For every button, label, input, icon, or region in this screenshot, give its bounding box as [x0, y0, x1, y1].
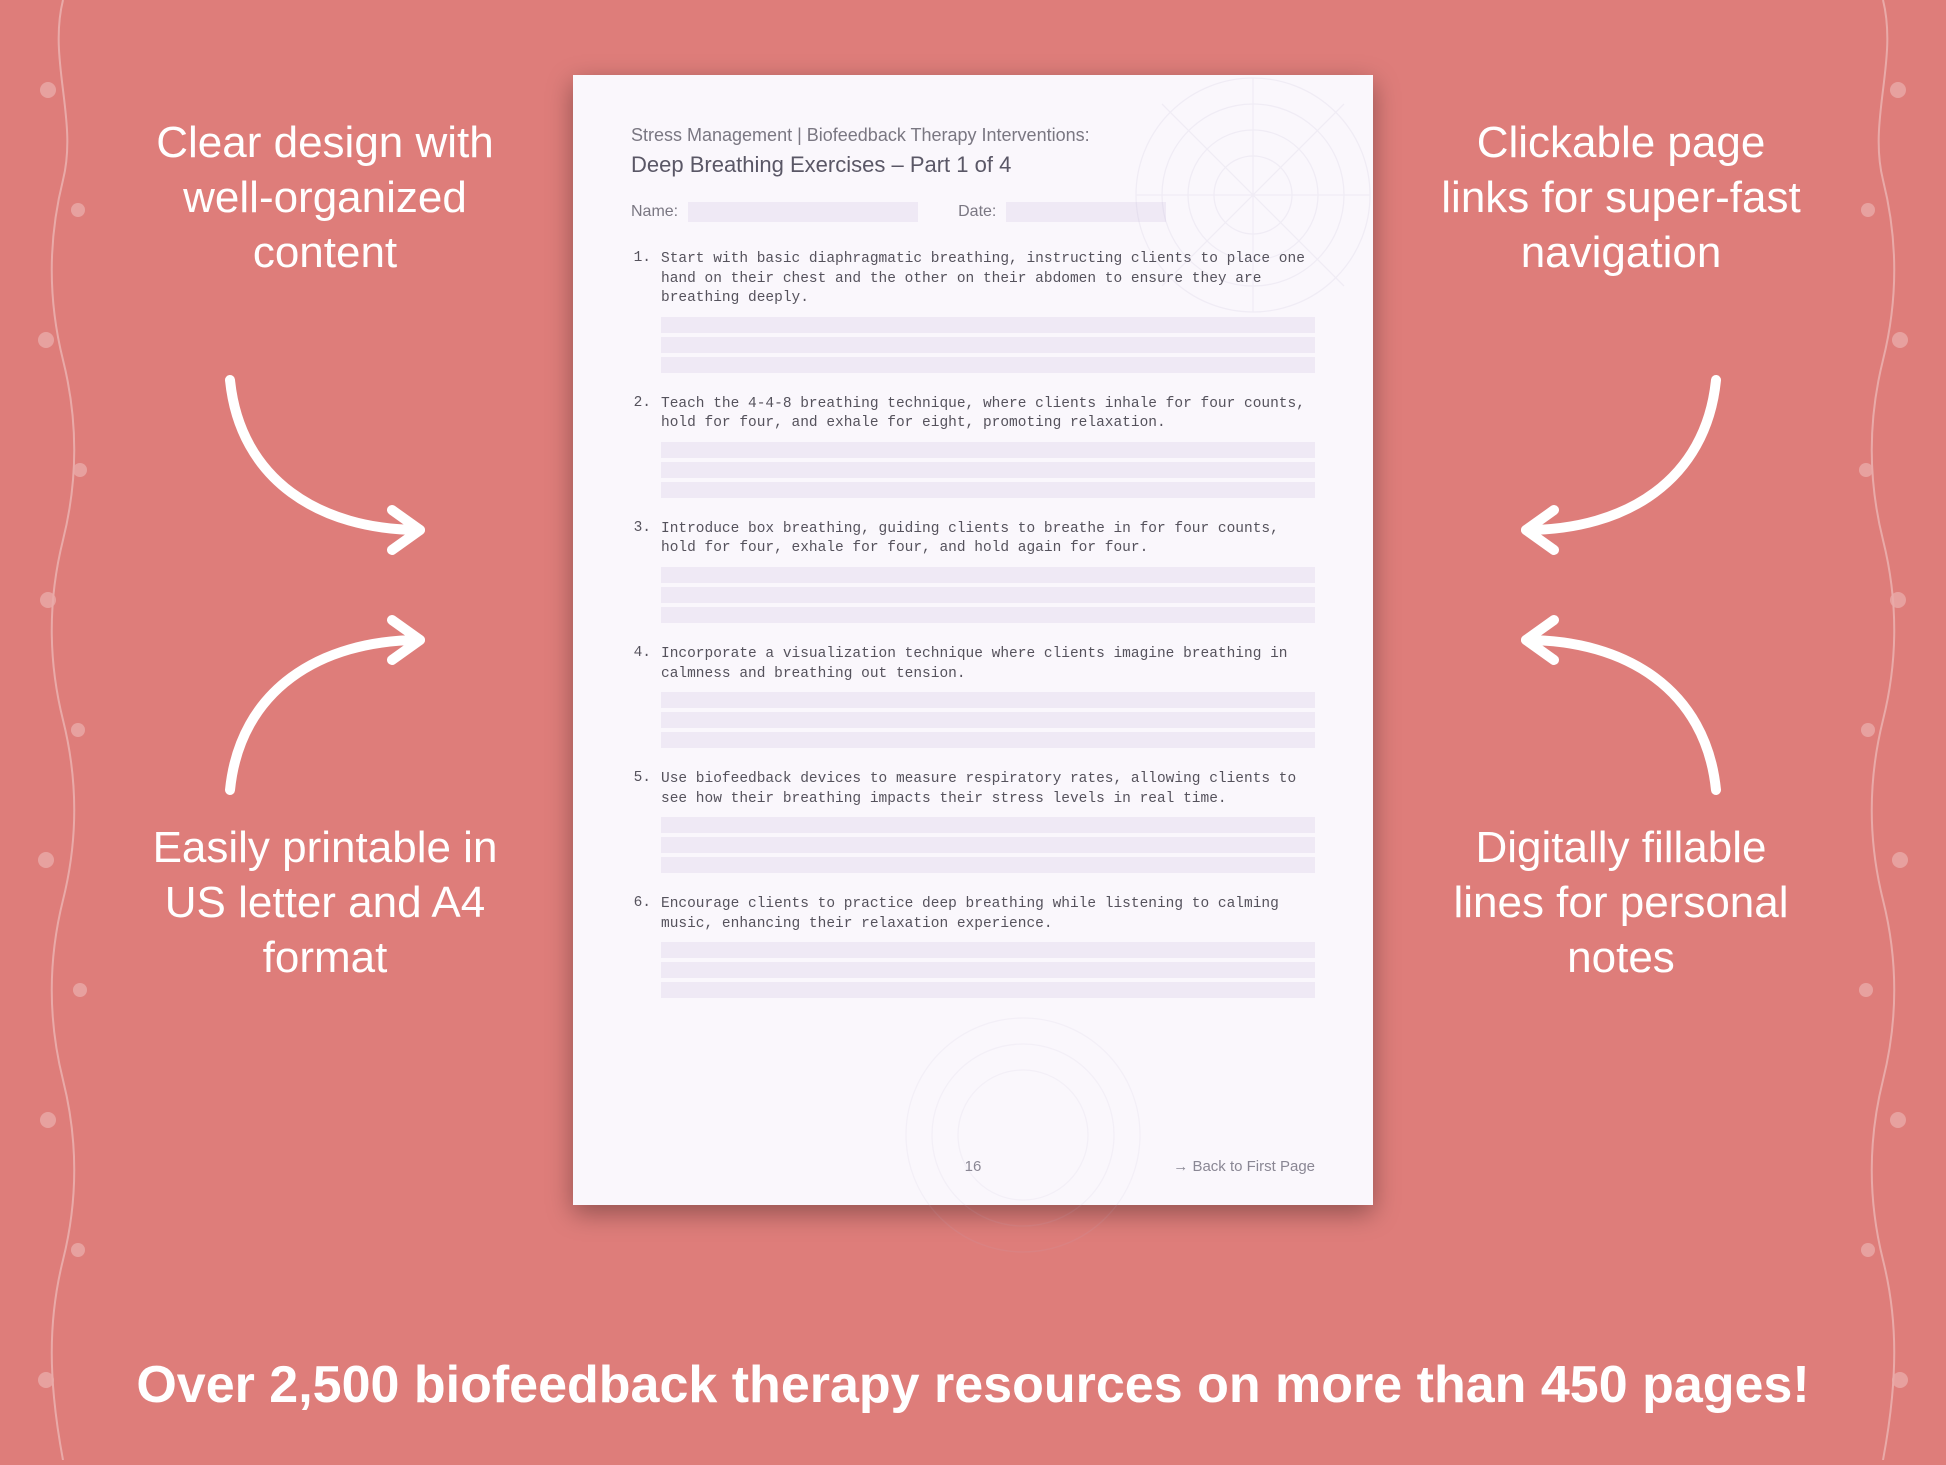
fillable-line[interactable]: [661, 942, 1315, 958]
callout-top-left: Clear design with well-organized content: [135, 115, 515, 280]
fillable-line[interactable]: [661, 462, 1315, 478]
fillable-line[interactable]: [661, 692, 1315, 708]
name-field[interactable]: [688, 202, 918, 222]
date-field[interactable]: [1006, 202, 1166, 222]
fillable-line[interactable]: [661, 337, 1315, 353]
fillable-line[interactable]: [661, 567, 1315, 583]
page-number: 16: [965, 1158, 982, 1175]
callout-bottom-right: Digitally fillable lines for personal no…: [1431, 820, 1811, 985]
item-text: Introduce box breathing, guiding clients…: [661, 520, 1315, 559]
item-text: Use biofeedback devices to measure respi…: [661, 770, 1315, 809]
page-header-title: Deep Breathing Exercises – Part 1 of 4: [631, 152, 1315, 178]
meta-row: Name: Date:: [631, 202, 1315, 222]
item-text: Teach the 4-4-8 breathing technique, whe…: [661, 395, 1315, 434]
fillable-line[interactable]: [661, 962, 1315, 978]
fillable-line[interactable]: [661, 857, 1315, 873]
item-number: 2.: [631, 395, 651, 498]
list-item: 2. Teach the 4-4-8 breathing technique, …: [631, 395, 1315, 498]
fillable-line[interactable]: [661, 357, 1315, 373]
item-text: Encourage clients to practice deep breat…: [661, 895, 1315, 934]
fillable-line[interactable]: [661, 587, 1315, 603]
items-list: 1. Start with basic diaphragmatic breath…: [631, 250, 1315, 998]
fillable-line[interactable]: [661, 442, 1315, 458]
arrow-bottom-left-icon: [200, 600, 460, 810]
fillable-line[interactable]: [661, 712, 1315, 728]
bottom-banner: Over 2,500 biofeedback therapy resources…: [0, 1355, 1946, 1415]
fillable-line[interactable]: [661, 982, 1315, 998]
item-number: 5.: [631, 770, 651, 873]
back-to-first-link[interactable]: → Back to First Page: [1173, 1158, 1315, 1175]
item-text: Start with basic diaphragmatic breathing…: [661, 250, 1315, 309]
item-number: 3.: [631, 520, 651, 623]
page-footer: 16 → Back to First Page: [631, 1158, 1315, 1175]
floral-border-left: [18, 0, 108, 1460]
document-page: Stress Management | Biofeedback Therapy …: [573, 75, 1373, 1205]
callout-bottom-left: Easily printable in US letter and A4 for…: [135, 820, 515, 985]
page-header-category: Stress Management | Biofeedback Therapy …: [631, 125, 1315, 146]
list-item: 6. Encourage clients to practice deep br…: [631, 895, 1315, 998]
date-label: Date:: [958, 203, 996, 221]
arrow-top-right-icon: [1486, 360, 1746, 570]
fillable-line[interactable]: [661, 607, 1315, 623]
arrow-top-left-icon: [200, 360, 460, 570]
fillable-line[interactable]: [661, 482, 1315, 498]
name-label: Name:: [631, 203, 678, 221]
list-item: 1. Start with basic diaphragmatic breath…: [631, 250, 1315, 373]
arrow-bottom-right-icon: [1486, 600, 1746, 810]
item-number: 6.: [631, 895, 651, 998]
fillable-line[interactable]: [661, 317, 1315, 333]
fillable-line[interactable]: [661, 817, 1315, 833]
list-item: 4. Incorporate a visualization technique…: [631, 645, 1315, 748]
item-number: 1.: [631, 250, 651, 373]
list-item: 3. Introduce box breathing, guiding clie…: [631, 520, 1315, 623]
fillable-line[interactable]: [661, 732, 1315, 748]
fillable-line[interactable]: [661, 837, 1315, 853]
callout-top-right: Clickable page links for super-fast navi…: [1431, 115, 1811, 280]
floral-border-right: [1838, 0, 1928, 1460]
list-item: 5. Use biofeedback devices to measure re…: [631, 770, 1315, 873]
mandala-decoration-icon: [893, 1005, 1153, 1265]
item-number: 4.: [631, 645, 651, 748]
item-text: Incorporate a visualization technique wh…: [661, 645, 1315, 684]
